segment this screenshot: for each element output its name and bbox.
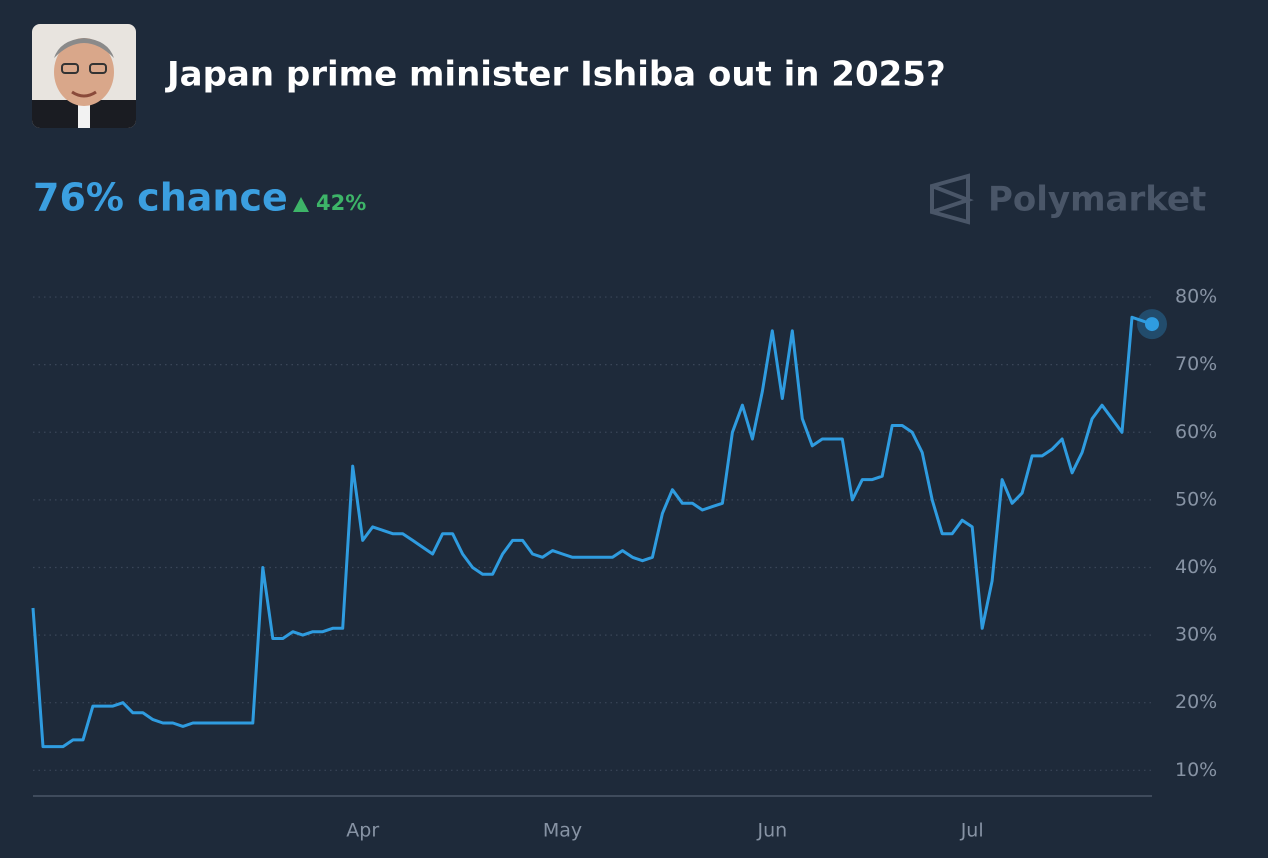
y-tick-label: 40% [1175, 556, 1217, 578]
up-arrow [293, 197, 309, 212]
y-tick-label: 80% [1175, 286, 1217, 308]
chance: 76% chance [33, 176, 288, 220]
x-tick-label: Apr [346, 820, 379, 842]
y-tick-label: 70% [1175, 353, 1217, 375]
y-tick-label: 60% [1175, 421, 1217, 443]
y-tick-label: 30% [1175, 624, 1217, 646]
x-tick-label: Jun [756, 820, 787, 842]
y-tick-label: 50% [1175, 488, 1217, 510]
brand-logo [930, 173, 974, 225]
x-tick-label: Jul [960, 820, 984, 842]
change: 42% [316, 191, 366, 215]
price-line [31, 315, 1153, 749]
market-photo [32, 24, 136, 128]
brand: Polymarket [988, 180, 1206, 220]
y-tick-label: 20% [1175, 691, 1217, 713]
last-point [1145, 317, 1159, 332]
y-tick-label: 10% [1175, 759, 1217, 781]
title: Japan prime minister Ishiba out in 2025? [165, 55, 946, 95]
x-tick-label: May [543, 820, 582, 842]
